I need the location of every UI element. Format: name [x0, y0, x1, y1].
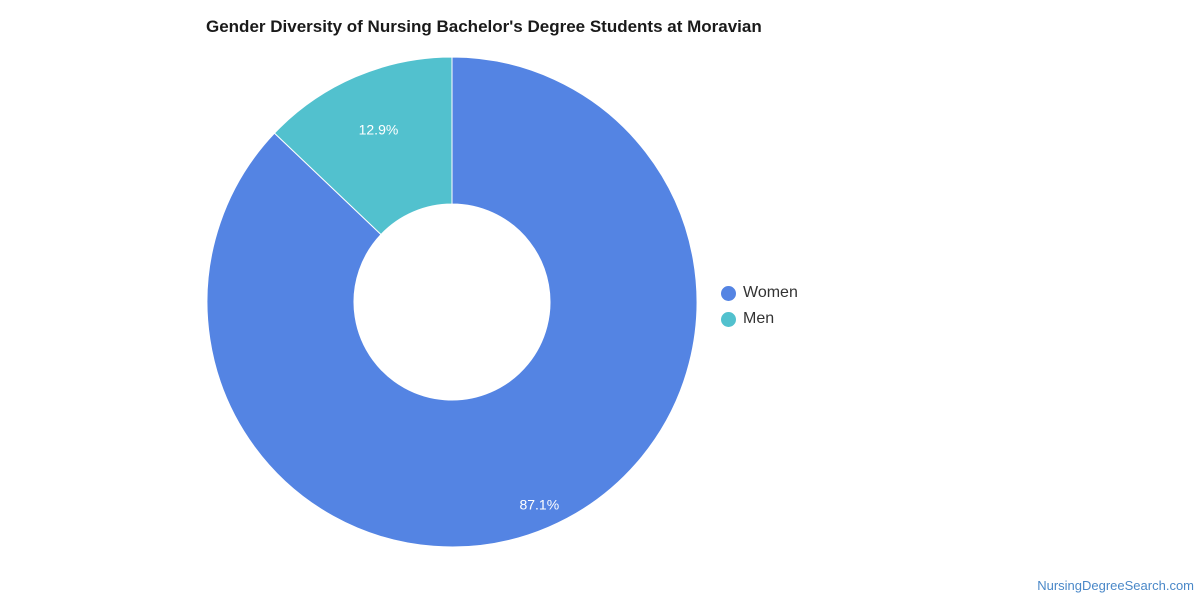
legend-swatch-women — [721, 285, 736, 301]
chart-title: Gender Diversity of Nursing Bachelor's D… — [206, 17, 762, 36]
slice-label-men: 12.9% — [359, 121, 399, 137]
legend-label-women: Women — [743, 284, 798, 301]
legend: Women Men — [721, 280, 798, 332]
legend-label-men: Men — [743, 310, 775, 327]
legend-item-men[interactable]: Men — [721, 306, 798, 332]
legend-item-women[interactable]: Women — [721, 280, 798, 306]
watermark[interactable]: NursingDegreeSearch.com — [1037, 578, 1194, 593]
slice-women[interactable] — [206, 56, 698, 548]
legend-swatch-men — [721, 311, 736, 327]
slice-men[interactable] — [273, 56, 453, 236]
slice-label-women: 87.1% — [519, 496, 559, 512]
